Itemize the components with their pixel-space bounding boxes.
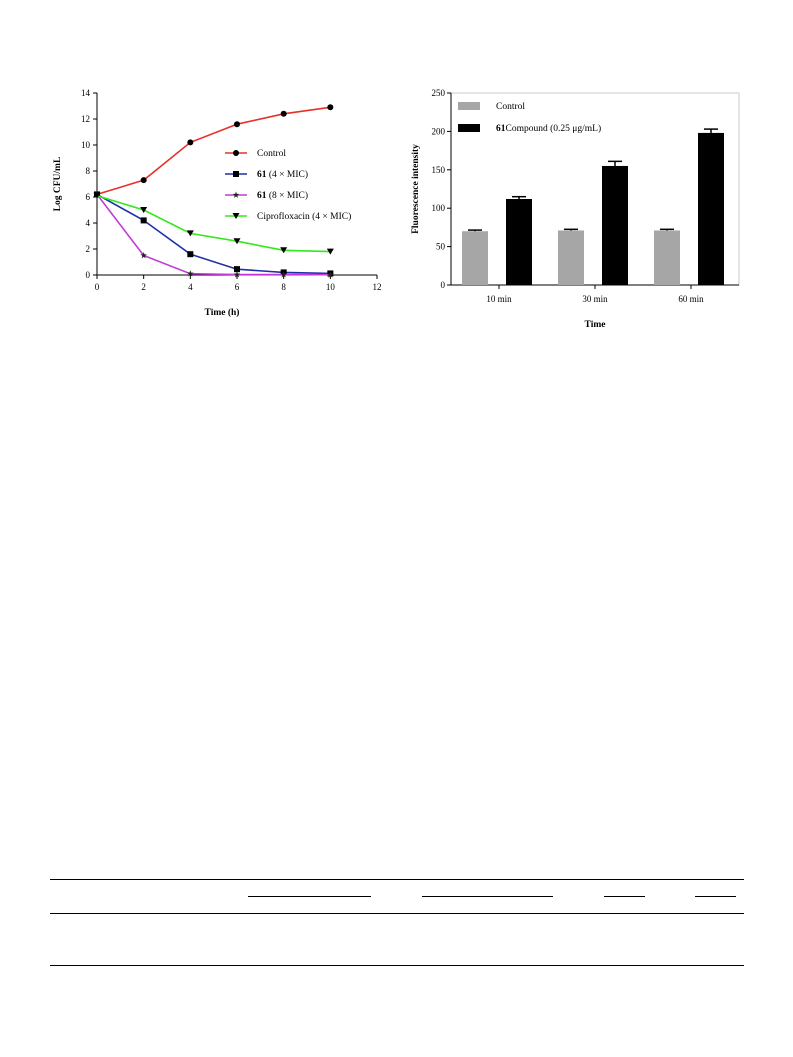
series-1 (94, 191, 334, 277)
legend-entry-2: 61 (8 × MIC) (225, 190, 308, 201)
time-kill-chart: 0 2 4 6 8 10 12 14 0 2 4 6 8 10 12 Time (h) Log CFU/mL Co… (40, 80, 390, 330)
legend-marker (233, 150, 239, 156)
legend-entry-1: 61 (4 × MIC) (225, 169, 308, 180)
y-tick-label: 50 (436, 242, 446, 252)
series-3 (93, 192, 334, 255)
data-point (186, 230, 194, 237)
data-point (187, 270, 194, 277)
x-tick-label: 60 min (678, 294, 704, 304)
x-tick-label: 30 min (582, 294, 608, 304)
legend-entry-1: 61Compound (0.25 μg/mL) (458, 123, 601, 134)
y-tick-label: 250 (432, 88, 446, 98)
y-tick-label: 100 (432, 203, 446, 213)
legend-marker (232, 191, 240, 198)
data-point (234, 121, 240, 128)
data-point (326, 248, 334, 255)
x-tick-label: 0 (95, 282, 100, 292)
y-tick-label: 6 (86, 192, 91, 202)
data-point (280, 110, 287, 117)
legend-swatch (458, 124, 480, 132)
data-point (187, 139, 194, 146)
data-point (233, 238, 241, 245)
y-tick-label: 12 (81, 114, 90, 124)
time-kill-chart-svg: 0 2 4 6 8 10 12 14 0 2 4 6 8 10 12 Time (h) Log CFU/mL Co… (53, 88, 382, 318)
bar (558, 230, 584, 285)
fluorescence-chart: 0 50 100 150 200 250 10 min 30 min 60 min Time Flu… (400, 80, 745, 335)
y-tick-label: 14 (81, 88, 91, 98)
y-axis-label: Log CFU/mL (53, 157, 63, 212)
bar (506, 198, 532, 285)
bar (654, 230, 680, 285)
x-tick-label: 10 (326, 282, 336, 292)
legend-label: Control (496, 102, 525, 112)
bar (602, 165, 628, 285)
table-subhead-rule-4 (695, 896, 736, 897)
y-tick-label: 10 (81, 140, 91, 150)
table-subhead-rule-1 (248, 896, 371, 897)
y-tick-label: 4 (86, 218, 91, 228)
bar (462, 231, 488, 285)
legend-marker (232, 213, 240, 219)
y-tick-label: 0 (441, 280, 446, 290)
legend-entry-0: Control (225, 149, 286, 159)
x-tick-label: 2 (141, 282, 146, 292)
series-line (96, 193, 331, 276)
table-subhead-rule-3 (604, 896, 645, 897)
y-tick-label: 0 (86, 270, 91, 280)
series-line (96, 106, 331, 196)
data-point (280, 247, 288, 254)
x-tick-label: 10 min (486, 294, 512, 304)
y-tick-label: 200 (432, 126, 446, 136)
legend-swatch (458, 102, 480, 110)
legend-label: 61 (4 × MIC) (257, 169, 308, 180)
data-point (327, 104, 334, 111)
data-point (93, 192, 101, 199)
data-point (140, 207, 148, 213)
series-2 (93, 190, 334, 278)
data-point (187, 251, 194, 258)
fluorescence-chart-svg: 0 50 100 150 200 250 10 min 30 min 60 min Time Flu… (411, 88, 740, 330)
data-point (234, 266, 240, 273)
y-tick-label: 2 (86, 244, 91, 254)
x-axis-label: Time (585, 320, 606, 330)
data-point (327, 271, 334, 278)
series-line (96, 193, 331, 275)
table-header-rule (50, 913, 744, 914)
legend-label: Control (257, 149, 286, 159)
x-tick-label: 4 (188, 282, 193, 292)
legend-entry-0: Control (458, 102, 525, 112)
x-tick-label: 8 (281, 282, 286, 292)
y-axis-label: Fluorescence intensity (411, 144, 421, 234)
bar (698, 132, 724, 285)
series-line (96, 194, 331, 253)
legend-label: 61Compound (0.25 μg/mL) (496, 123, 601, 134)
table-bottom-rule (50, 965, 744, 966)
data-point (140, 217, 147, 224)
legend-label: 61 (8 × MIC) (257, 190, 308, 201)
data-point (140, 252, 147, 259)
y-tick-label: 150 (432, 165, 446, 175)
y-tick-label: 8 (86, 166, 91, 176)
x-tick-label: 6 (235, 282, 240, 292)
table-top-rule (50, 879, 744, 880)
x-axis-label: Time (h) (205, 307, 240, 318)
plot-frame (450, 92, 740, 286)
table-subhead-rule-2 (422, 896, 553, 897)
data-point (233, 271, 241, 278)
data-point (280, 271, 287, 278)
series-0 (94, 104, 334, 198)
legend-label: Ciprofloxacin (4 × MIC) (257, 211, 351, 222)
legend-entry-3: Ciprofloxacin (4 × MIC) (225, 211, 351, 222)
x-tick-label: 12 (373, 282, 382, 292)
legend-marker (233, 171, 239, 177)
data-point (140, 177, 147, 184)
